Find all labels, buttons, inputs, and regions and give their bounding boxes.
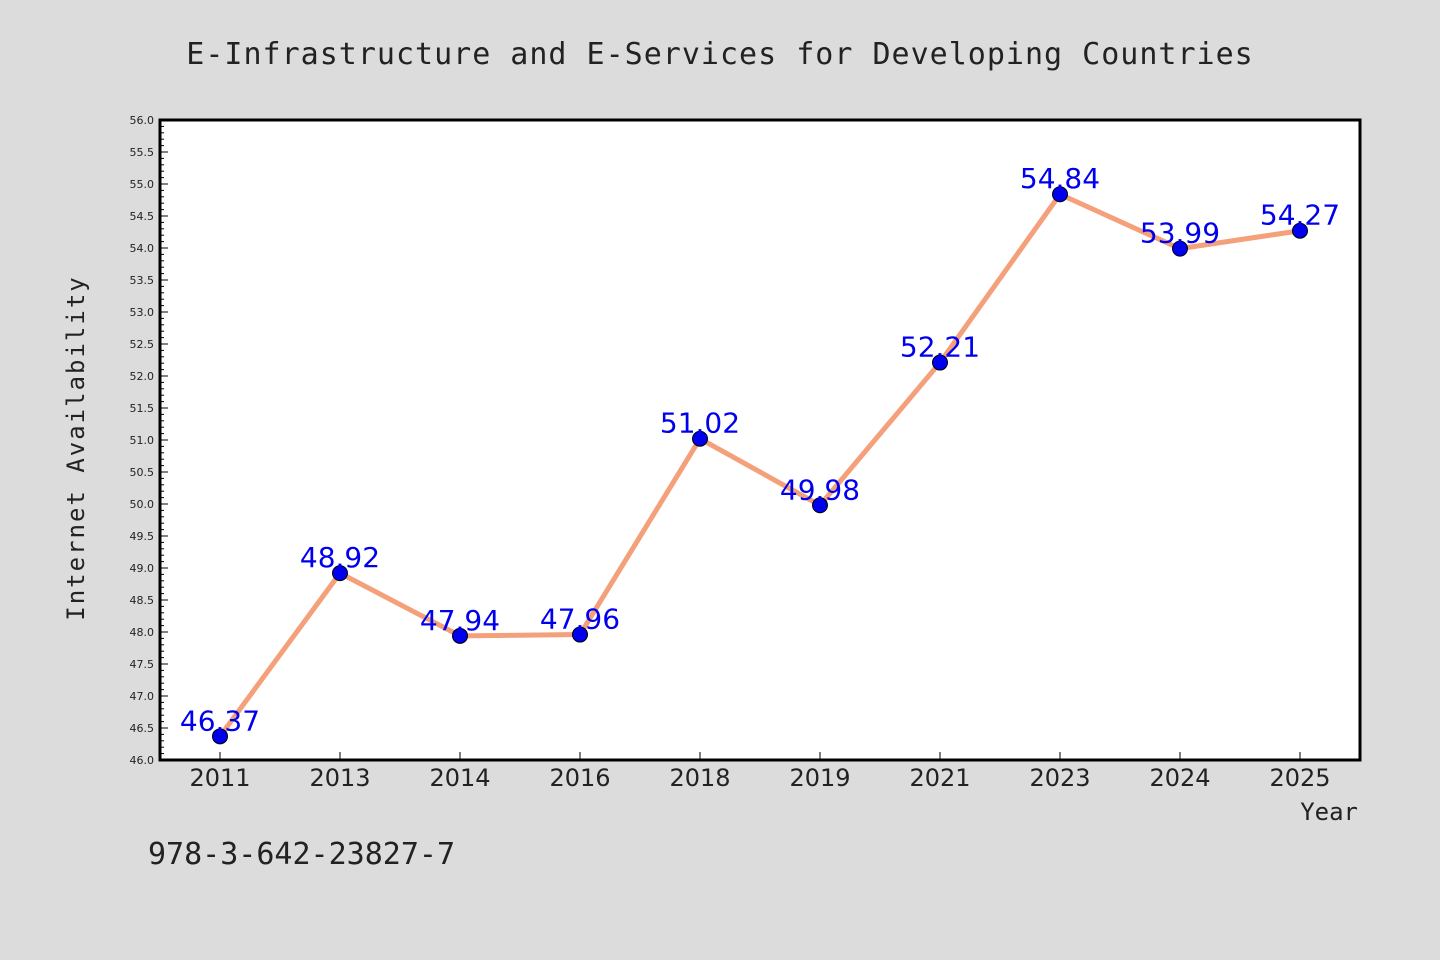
y-tick-label: 50.0 (130, 498, 155, 511)
data-point-marker (692, 430, 708, 447)
x-tick-label: 2014 (429, 764, 490, 792)
x-tick-label: 2023 (1029, 764, 1090, 792)
data-point-label: 51.02 (660, 407, 740, 440)
y-tick-label: 49.5 (130, 530, 155, 543)
y-tick-label: 50.5 (130, 466, 155, 479)
y-tick-label: 46.5 (130, 722, 155, 735)
y-tick-label: 56.0 (130, 114, 155, 127)
y-axis-label: Internet Availability (62, 275, 90, 620)
isbn-annotation: 978-3-642-23827-7 (148, 837, 455, 872)
data-point-label: 52.21 (900, 331, 980, 364)
data-point-label: 46.37 (180, 704, 260, 737)
y-tick-label: 47.5 (130, 658, 155, 671)
series-line (217, 191, 1301, 738)
y-tick-label: 48.0 (130, 626, 155, 639)
data-point-marker (572, 626, 588, 643)
x-tick-label: 2025 (1269, 764, 1330, 792)
data-point-label: 48.92 (300, 541, 380, 574)
data-point-label: 54.84 (1020, 162, 1100, 195)
y-tick-label: 54.5 (130, 210, 155, 223)
data-point-label: 54.27 (1260, 199, 1340, 232)
data-point-label: 53.99 (1140, 217, 1220, 250)
y-tick-label: 51.5 (130, 402, 155, 415)
y-tick-label: 53.5 (130, 274, 155, 287)
x-tick-label: 2024 (1149, 764, 1210, 792)
data-point-marker (212, 728, 228, 745)
x-tick-label: 2013 (309, 764, 370, 792)
y-tick-label: 52.5 (130, 338, 155, 351)
x-tick-label: 2019 (789, 764, 850, 792)
y-tick-label: 51.0 (130, 434, 155, 447)
data-point-marker (332, 565, 348, 582)
x-axis-ticks: 2011 2013 2014 2016 2018 2019 2021 2023 2024 2025 (189, 752, 1331, 792)
data-point-marker (812, 497, 828, 514)
x-tick-label: 2011 (189, 764, 250, 792)
x-axis-label: Year (1300, 798, 1358, 826)
y-tick-label: 54.0 (130, 242, 155, 255)
y-tick-label: 48.5 (130, 594, 155, 607)
y-tick-label: 53.0 (130, 306, 155, 319)
data-point-label: 49.98 (780, 473, 860, 506)
chart-title: E-Infrastructure and E-Services for Deve… (186, 37, 1253, 72)
data-point-marker (932, 354, 948, 371)
y-axis-ticks: 46.0 46.5 47.0 47.5 48.0 48.5 49.0 49.5 50.0 50.5… (130, 114, 168, 767)
y-tick-label: 46.0 (130, 754, 155, 767)
series-line-group (217, 191, 1301, 738)
y-tick-label: 49.0 (130, 562, 155, 575)
data-point-marker (1172, 240, 1188, 257)
data-labels: 46.37 48.92 47.94 47.96 51.02 49.98 52.21 54.84… (180, 162, 1340, 737)
data-markers (212, 186, 1308, 745)
data-point-marker (1292, 222, 1308, 239)
y-tick-label: 55.0 (130, 178, 155, 191)
data-point-label: 47.96 (540, 603, 620, 636)
y-tick-label: 52.0 (130, 370, 155, 383)
data-point-marker (1052, 186, 1068, 203)
plot-area (158, 118, 1362, 762)
data-point-label: 47.94 (420, 604, 500, 637)
y-tick-label: 55.5 (130, 146, 155, 159)
x-tick-label: 2018 (669, 764, 730, 792)
x-tick-label: 2016 (549, 764, 610, 792)
x-tick-label: 2021 (909, 764, 970, 792)
data-point-marker (452, 627, 468, 644)
y-tick-label: 47.0 (130, 690, 155, 703)
